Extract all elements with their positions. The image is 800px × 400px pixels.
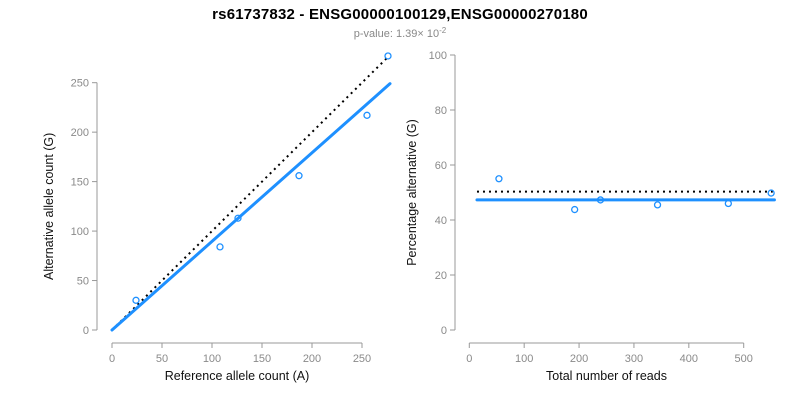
x-tick-label: 100: [203, 353, 221, 365]
data-point: [295, 172, 303, 180]
identity-line: [111, 56, 389, 331]
y-tick-label: 150: [71, 177, 89, 189]
y-tick-label: 80: [435, 105, 447, 117]
chart-subtitle: p-value: 1.39× 10-2: [0, 26, 800, 40]
y-tick-label: 100: [71, 226, 89, 238]
x-tick-label: 300: [625, 353, 643, 365]
data-point: [234, 214, 242, 222]
p-value-times: × 10: [417, 28, 440, 40]
x-tick-label: 400: [680, 353, 698, 365]
fit-line: [110, 82, 392, 332]
y-tick-label: 0: [441, 325, 447, 337]
y-axis-title: Alternative allele count (G): [42, 133, 56, 280]
x-axis-title: Total number of reads: [546, 369, 667, 383]
y-tick-label: 100: [429, 50, 447, 62]
x-tick-label: 0: [109, 353, 115, 365]
y-tick-label: 40: [435, 215, 447, 227]
data-point: [653, 201, 662, 209]
plot-right: 0 20 40 60 80 100 0 100 200 300 400 500 Total number…: [405, 50, 776, 383]
chart-title: rs61737832 - ENSG00000100129,ENSG0000027…: [212, 6, 588, 23]
data-point: [571, 205, 579, 214]
x-tick-label: 250: [353, 353, 371, 365]
x-tick-label: 50: [156, 353, 168, 365]
y-tick-label: 200: [71, 127, 89, 139]
x-tick-label: 0: [466, 353, 472, 365]
data-point: [216, 243, 224, 251]
x-tick-label: 150: [253, 353, 271, 365]
data-point: [596, 196, 605, 204]
p-value-text: p-value: 1.39: [353, 28, 418, 40]
data-point: [363, 111, 371, 119]
data-point: [724, 199, 732, 208]
x-tick-label: 100: [515, 353, 533, 365]
y-tick-label: 0: [83, 325, 89, 337]
data-point: [132, 296, 140, 304]
y-axis-title: Percentage alternative (G): [405, 119, 419, 266]
x-tick-label: 500: [735, 353, 753, 365]
x-axis-title: Reference allele count (A): [165, 369, 310, 383]
x-tick-label: 200: [303, 353, 321, 365]
p-value-exponent: -2: [439, 26, 447, 35]
data-point: [384, 52, 392, 60]
plot-left: 0 50 100 150 200 250 0 50 100 150 200 250 Reference …: [42, 52, 392, 383]
y-tick-label: 50: [77, 276, 89, 288]
y-tick-label: 20: [435, 270, 447, 282]
data-point: [767, 189, 775, 197]
y-tick-label: 250: [71, 78, 89, 90]
data-point: [495, 175, 503, 183]
x-tick-label: 200: [570, 353, 588, 365]
y-tick-label: 60: [435, 160, 447, 172]
